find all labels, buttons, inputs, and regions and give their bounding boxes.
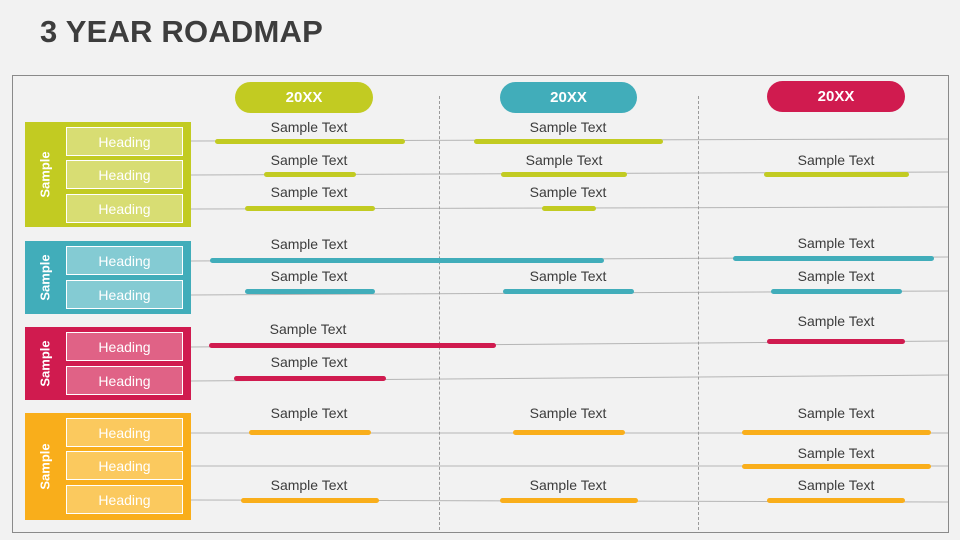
task-bar — [234, 376, 386, 381]
heading-box: Heading — [66, 366, 183, 395]
group-orange: Sample Heading Heading Heading — [25, 413, 191, 520]
sample-text: Sample Text — [270, 405, 348, 421]
task-bar — [501, 172, 627, 177]
year-pill-2: 20XX — [500, 82, 637, 113]
sample-text: Sample Text — [270, 354, 348, 370]
heading-box: Heading — [66, 332, 183, 361]
task-bar — [764, 172, 909, 177]
sample-text: Sample Text — [270, 152, 348, 168]
column-divider — [698, 96, 699, 530]
task-bar — [215, 139, 405, 144]
sample-text: Sample Text — [797, 235, 875, 251]
sample-text: Sample Text — [270, 184, 348, 200]
task-bar — [513, 430, 625, 435]
task-bar — [241, 498, 379, 503]
page-title: 3 YEAR ROADMAP — [40, 14, 323, 49]
heading-box: Heading — [66, 246, 183, 275]
heading-box: Heading — [66, 485, 183, 514]
sample-text: Sample Text — [797, 313, 875, 329]
task-bar — [249, 430, 371, 435]
sample-text: Sample Text — [529, 477, 607, 493]
sample-text: Sample Text — [270, 119, 348, 135]
sample-text: Sample Text — [270, 268, 348, 284]
sample-text: Sample Text — [797, 268, 875, 284]
group-green: Sample Heading Heading Heading — [25, 122, 191, 227]
year-pill-3: 20XX — [767, 81, 905, 112]
task-bar — [245, 206, 375, 211]
task-bar — [210, 258, 604, 263]
group-teal: Sample Heading Heading — [25, 241, 191, 314]
task-bar — [733, 256, 934, 261]
task-bar — [209, 343, 496, 348]
group-side-label: Sample — [25, 241, 66, 314]
group-side-label: Sample — [25, 413, 66, 520]
group-red: Sample Heading Heading — [25, 327, 191, 400]
heading-box: Heading — [66, 280, 183, 309]
task-bar — [245, 289, 375, 294]
heading-box: Heading — [66, 160, 183, 189]
column-divider — [439, 96, 440, 530]
group-side-label: Sample — [25, 122, 66, 227]
task-bar — [771, 289, 902, 294]
sample-text: Sample Text — [529, 268, 607, 284]
task-bar — [264, 172, 356, 177]
sample-text: Sample Text — [525, 152, 603, 168]
sample-text: Sample Text — [797, 477, 875, 493]
task-bar — [503, 289, 634, 294]
task-bar — [742, 430, 931, 435]
group-side-label: Sample — [25, 327, 66, 400]
task-bar — [742, 464, 931, 469]
sample-text: Sample Text — [529, 184, 607, 200]
heading-box: Heading — [66, 127, 183, 156]
sample-text: Sample Text — [797, 152, 875, 168]
heading-box: Heading — [66, 418, 183, 447]
task-bar — [767, 339, 905, 344]
sample-text: Sample Text — [797, 405, 875, 421]
task-bar — [767, 498, 905, 503]
sample-text: Sample Text — [269, 321, 347, 337]
sample-text: Sample Text — [797, 445, 875, 461]
sample-text: Sample Text — [529, 405, 607, 421]
year-pill-1: 20XX — [235, 82, 373, 113]
task-bar — [542, 206, 596, 211]
task-bar — [500, 498, 638, 503]
sample-text: Sample Text — [270, 477, 348, 493]
heading-box: Heading — [66, 194, 183, 223]
task-bar — [474, 139, 663, 144]
heading-box: Heading — [66, 451, 183, 480]
sample-text: Sample Text — [529, 119, 607, 135]
sample-text: Sample Text — [270, 236, 348, 252]
